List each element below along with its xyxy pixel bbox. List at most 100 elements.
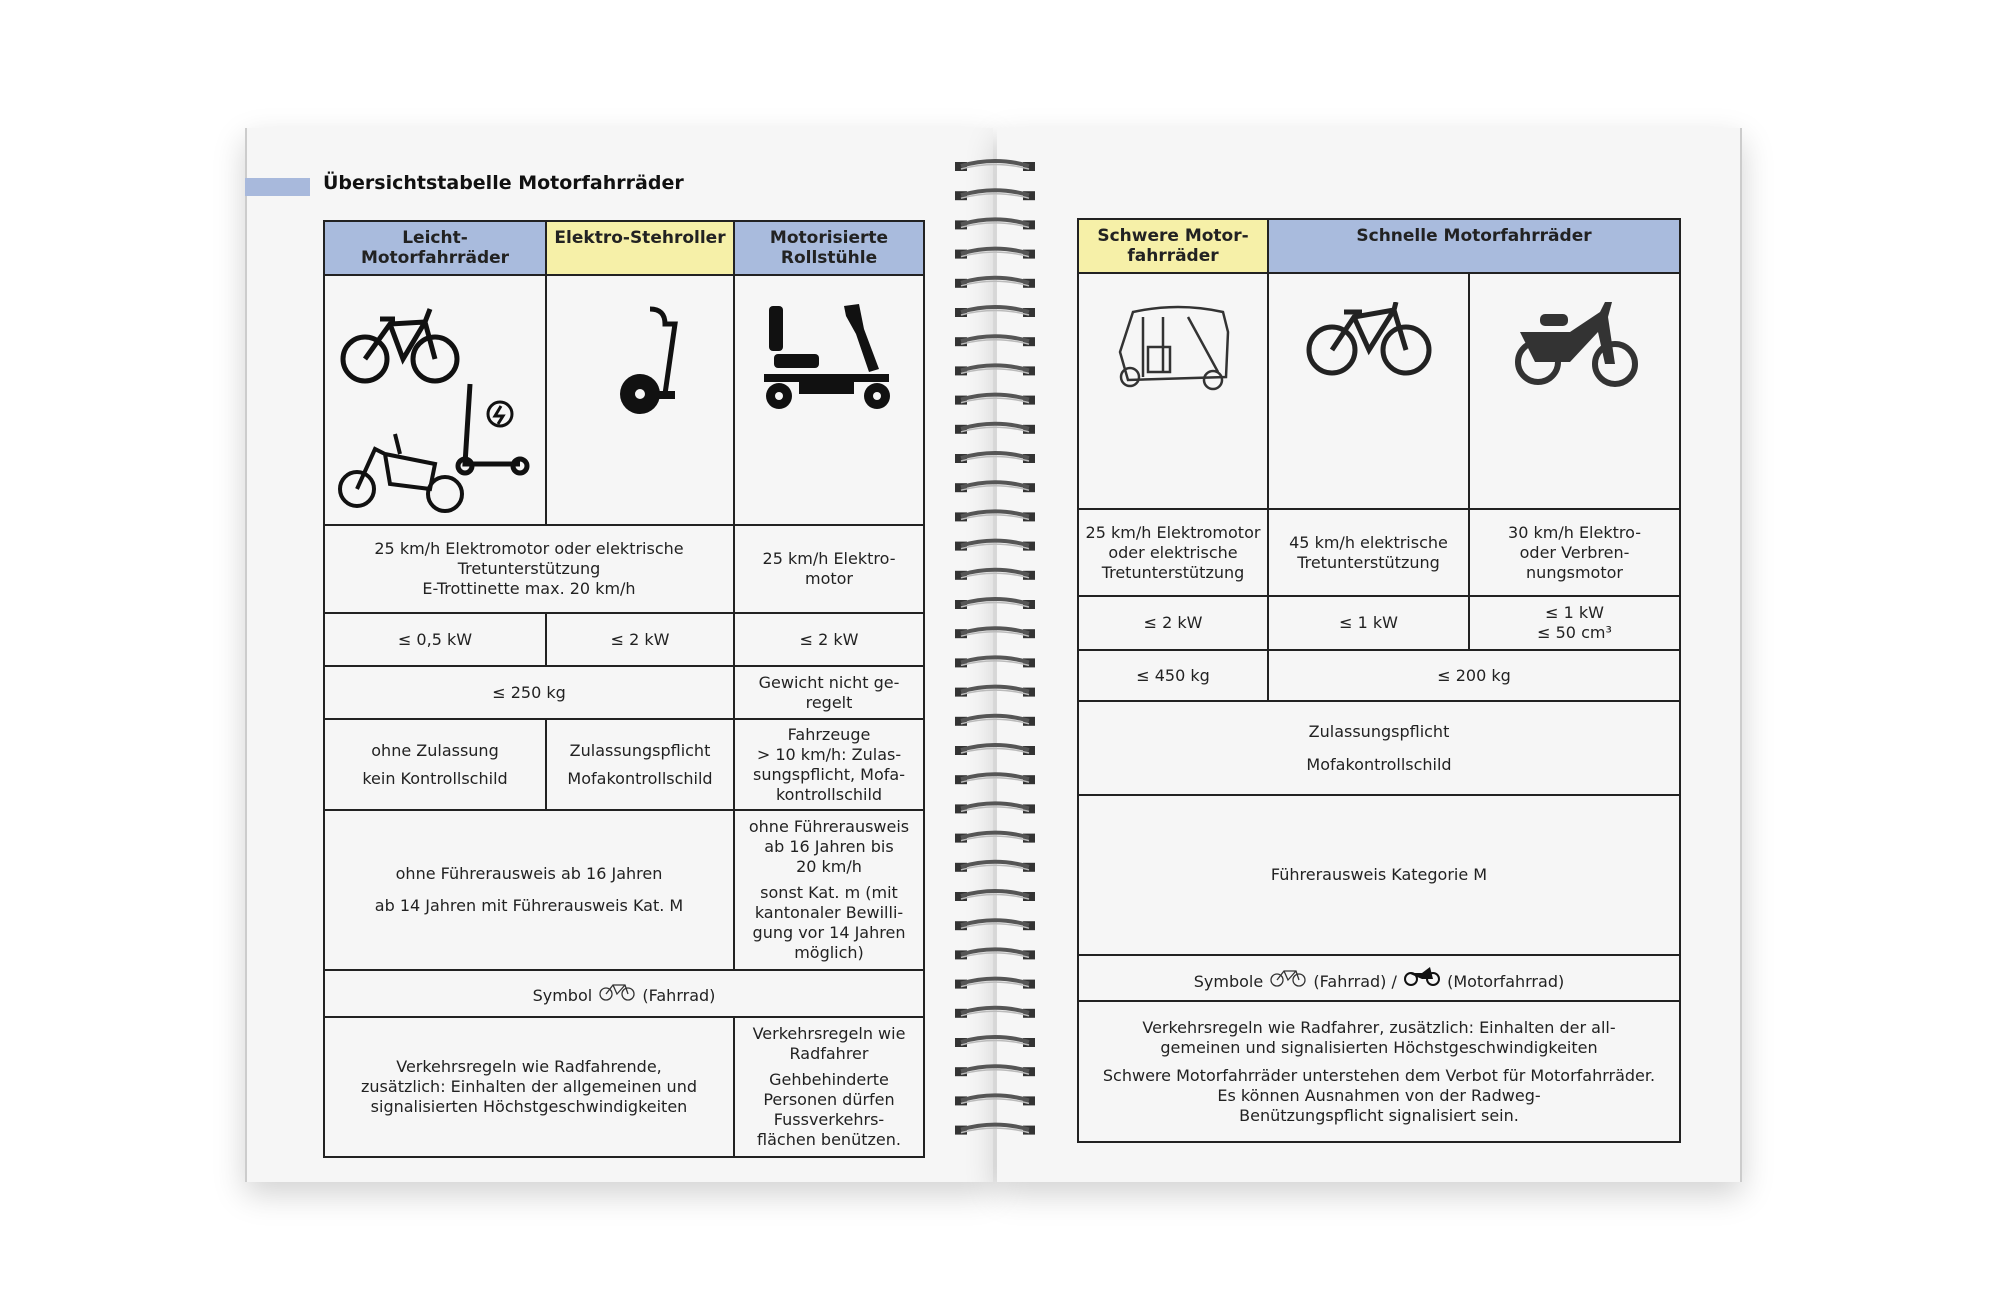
weight-schnelle: ≤ 200 kg [1267,649,1681,702]
spiral-binding [955,159,1035,1135]
registration-leicht: ohne Zulassung kein Kontrollschild [323,718,547,811]
line: kein Kontrollschild [362,768,508,788]
line: Schwere Motorfahrräder unterstehen dem V… [1102,1065,1656,1125]
power-stehroller: ≤ 2 kW [545,612,735,667]
spiral-ring [955,217,1035,230]
spiral-ring [955,392,1035,405]
line: Gehbehinderte Personen dürfen Fussverkeh… [757,1070,901,1149]
spiral-ring [955,275,1035,288]
right-table: Schwere Motor- fahrräder Schnelle Motorf… [1077,218,1681,1143]
line: Zulassungspflicht [569,740,711,760]
power-moped: ≤ 1 kW ≤ 50 cm³ [1468,595,1681,651]
spiral-ring [955,1093,1035,1106]
spiral-ring [955,743,1035,755]
image-cell-stehroller [545,274,735,526]
spiral-ring [955,1035,1035,1047]
symbol-row-right: Symbole (Fahrrad) / (Motorfahrrad) [1077,954,1681,1002]
moped-icon [1514,302,1638,387]
spiral-ring [955,363,1035,376]
license-right: Führerausweis Kategorie M [1077,794,1681,956]
line: ohne Führerausweis ab 16 Jahren bis 20 k… [748,817,910,876]
rules-leicht-stehroller: Verkehrsregeln wie Radfahrende, zusätzli… [323,1016,735,1158]
rules-rollstuehle: Verkehrsregeln wie Radfahrer Gehbehindert… [733,1016,925,1158]
spiral-ring [955,305,1035,317]
speed-leicht-stehroller: 25 km/h Elektromotor oder elektrische Tr… [323,524,735,614]
line: Mofakontrollschild [567,768,713,788]
line: Verkehrsregeln wie Radfahrer, zusätzlich… [1142,1017,1616,1057]
line: ohne Zulassung [371,740,499,760]
standing-scooter-icon [455,383,530,476]
mobility-scooter-icon [764,304,890,409]
line: Mofakontrollschild [1306,754,1452,774]
spiral-ring [955,1064,1035,1077]
line: sonst Kat. m (mit kantonaler Bewilli- gu… [752,883,906,962]
spiral-ring [955,772,1035,785]
header-schwere: Schwere Motor- fahrräder [1077,218,1269,274]
spiral-ring [955,159,1035,171]
speed-s-pedelec: 45 km/h elektrische Tretunterstützung [1267,508,1470,597]
line: Verkehrsregeln wie Radfahrer [752,1024,906,1063]
image-cell-rollstuehle [733,274,925,526]
e-scooter-icon [620,306,678,414]
power-rollstuehle: ≤ 2 kW [733,612,925,667]
spiral-ring [955,597,1035,609]
s-pedelec-icon [1306,301,1431,376]
spiral-ring [955,421,1035,434]
line: ohne Führerausweis ab 16 Jahren [395,864,663,883]
spiral-ring [955,1005,1035,1018]
spiral-ring [955,859,1035,872]
image-cell-moped [1468,272,1681,510]
page-title: Übersichtstabelle Motorfahrräder [323,172,684,194]
spiral-ring [955,567,1035,580]
weight-schwere: ≤ 450 kg [1077,649,1269,702]
rules-right: Verkehrsregeln wie Radfahrer, zusätzlich… [1077,1000,1681,1143]
spiral-ring [955,188,1035,201]
header-stehroller: Elektro-Stehroller [545,220,735,276]
spiral-ring [955,1122,1035,1135]
speed-schwere: 25 km/h Elektromotor oder elektrische Tr… [1077,508,1269,597]
image-cell-leicht [323,274,547,526]
speed-rollstuehle: 25 km/h Elektro- motor [733,524,925,614]
spiral-ring [955,538,1035,551]
license-rollstuehle: ohne Führerausweis ab 16 Jahren bis 20 k… [733,809,925,971]
weight-rollstuehle: Gewicht nicht ge- regelt [733,665,925,720]
license-leicht-stehroller: ohne Führerausweis ab 16 Jahren ab 14 Jah… [323,809,735,971]
spiral-ring [955,713,1035,726]
spiral-ring [955,480,1035,493]
power-s-pedelec: ≤ 1 kW [1267,595,1470,651]
line: Zulassungspflicht [1308,721,1450,741]
header-schnelle: Schnelle Motorfahrräder [1267,218,1681,274]
spiral-ring [955,626,1035,639]
bicycle-symbol-icon [599,984,635,1001]
spiral-ring [955,246,1035,259]
spiral-ring [955,889,1035,901]
header-leicht: Leicht-Motorfahrräder [323,220,547,276]
title-accent-bar [245,178,310,196]
power-schwere: ≤ 2 kW [1077,595,1269,651]
spiral-ring [955,830,1035,843]
symbol-label: Symbol [532,986,593,1005]
symbol-suffix: (Fahrrad) [642,986,716,1005]
line: ab 14 Jahren mit Führerausweis Kat. M [374,896,684,915]
registration-right: Zulassungspflicht Mofakontrollschild [1077,700,1681,796]
bicycle-symbol-icon [1270,969,1306,987]
weight-leicht-stehroller: ≤ 250 kg [323,665,735,720]
spiral-ring [955,801,1035,814]
spiral-ring [955,509,1035,522]
spiral-ring [955,655,1035,668]
symbol-row: Symbol (Fahrrad) [323,969,925,1018]
spiral-ring [955,334,1035,347]
spiral-ring [955,684,1035,697]
spiral-ring [955,947,1035,960]
registration-rollstuehle: Fahrzeuge > 10 km/h: Zulas- sungspflicht… [733,718,925,811]
symbol-suffix: (Motorfahrrad) [1447,971,1565,991]
symbol-mid: (Fahrrad) / [1313,971,1397,991]
cargo-bike-icon [338,433,464,513]
power-leicht: ≤ 0,5 kW [323,612,547,667]
left-table: Leicht-Motorfahrräder Elektro-Stehroller… [323,220,925,1158]
image-cell-s-pedelec [1267,272,1470,510]
image-cell-schwere [1077,272,1269,510]
spiral-ring [955,976,1035,989]
tuk-tuk-icon [1118,305,1230,391]
spiral-ring [955,451,1035,463]
